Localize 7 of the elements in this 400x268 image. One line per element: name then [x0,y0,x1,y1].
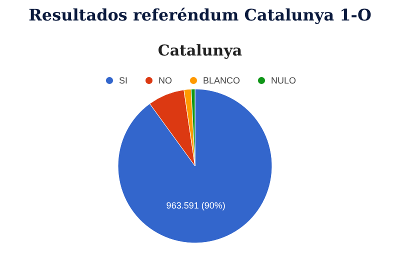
legend-label: NO [158,76,172,86]
legend-label: NULO [271,76,296,86]
chart-title: Resultados referéndum Catalunya 1-O [28,6,372,24]
data-label: 963.591 (90%) [166,200,226,210]
chart-subtitle: Catalunya [158,42,242,60]
legend-label: SI [118,76,128,86]
legend-label: BLANCO [202,76,240,86]
